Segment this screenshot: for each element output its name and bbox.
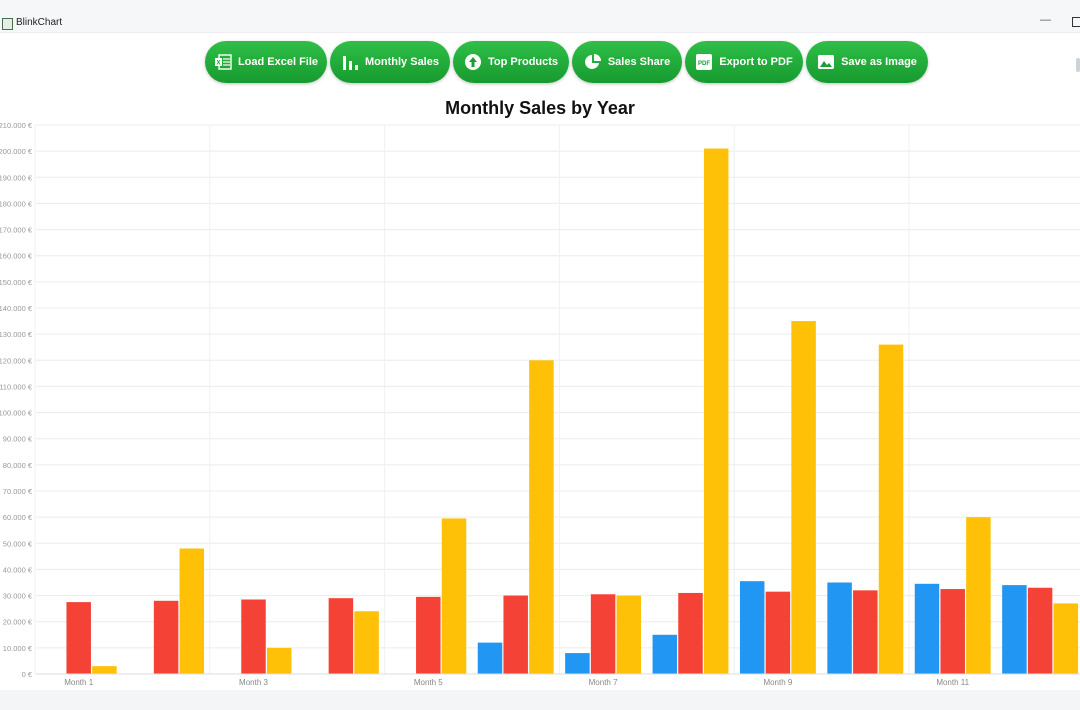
export-pdf-button[interactable]: PDF Export to PDF bbox=[685, 41, 803, 83]
scrollbar-handle[interactable] bbox=[1076, 58, 1080, 72]
bar bbox=[1027, 587, 1053, 674]
bar bbox=[92, 666, 117, 674]
x-tick-label: Month 7 bbox=[589, 678, 618, 687]
monthly-sales-button[interactable]: Monthly Sales bbox=[330, 41, 450, 83]
y-tick-label: 150.000 € bbox=[0, 278, 33, 287]
bar bbox=[153, 600, 179, 674]
bar bbox=[652, 634, 678, 674]
top-products-button[interactable]: Top Products bbox=[453, 41, 569, 83]
export-pdf-label: Export to PDF bbox=[719, 56, 793, 68]
y-tick-label: 160.000 € bbox=[0, 252, 33, 261]
bar bbox=[477, 642, 503, 674]
bar bbox=[765, 591, 791, 674]
x-tick-label: Month 9 bbox=[763, 678, 792, 687]
y-tick-label: 0 € bbox=[22, 670, 33, 679]
footer-strip bbox=[0, 690, 1080, 710]
sales-share-label: Sales Share bbox=[607, 56, 671, 68]
excel-icon: X bbox=[214, 53, 232, 71]
bar bbox=[179, 548, 205, 674]
load-excel-button[interactable]: X Load Excel File bbox=[205, 41, 327, 83]
restore-icon[interactable] bbox=[1072, 17, 1080, 27]
app-icon bbox=[2, 18, 13, 30]
arrow-up-circle-icon bbox=[464, 53, 482, 71]
minimize-icon[interactable]: — bbox=[1040, 14, 1051, 26]
x-tick-label: Month 1 bbox=[64, 678, 93, 687]
bar bbox=[739, 581, 765, 674]
bar bbox=[616, 595, 642, 674]
x-tick-label: Month 3 bbox=[239, 678, 268, 687]
y-tick-label: 200.000 € bbox=[0, 147, 33, 156]
toolbar: X Load Excel File Monthly Sales Top Prod… bbox=[0, 41, 1080, 83]
chart-title: Monthly Sales by Year bbox=[445, 98, 635, 118]
svg-text:PDF: PDF bbox=[698, 61, 710, 67]
y-tick-label: 10.000 € bbox=[3, 644, 33, 653]
y-tick-label: 50.000 € bbox=[3, 539, 33, 548]
y-tick-label: 20.000 € bbox=[3, 618, 33, 627]
bar bbox=[827, 582, 852, 674]
bar bbox=[853, 590, 878, 674]
bar bbox=[590, 594, 616, 674]
y-tick-label: 40.000 € bbox=[3, 565, 33, 574]
bar bbox=[503, 595, 528, 674]
bar bbox=[678, 592, 703, 674]
bar bbox=[1053, 603, 1079, 674]
svg-text:X: X bbox=[216, 61, 220, 67]
bar bbox=[66, 602, 91, 674]
bar bbox=[966, 517, 991, 674]
y-tick-label: 80.000 € bbox=[3, 461, 33, 470]
y-tick-label: 140.000 € bbox=[0, 304, 33, 313]
load-excel-label: Load Excel File bbox=[237, 56, 319, 68]
pie-chart-icon bbox=[584, 53, 602, 71]
y-tick-label: 60.000 € bbox=[3, 513, 33, 522]
title-bar: BlinkChart — bbox=[0, 0, 1080, 33]
pdf-icon: PDF bbox=[695, 53, 713, 71]
bar bbox=[529, 360, 554, 674]
sales-share-button[interactable]: Sales Share bbox=[572, 41, 682, 83]
y-tick-label: 90.000 € bbox=[3, 435, 33, 444]
bar bbox=[878, 344, 904, 674]
bar bbox=[266, 647, 292, 674]
bar bbox=[565, 653, 590, 674]
y-tick-label: 100.000 € bbox=[0, 409, 33, 418]
bar bbox=[703, 148, 729, 674]
y-tick-label: 190.000 € bbox=[0, 173, 33, 182]
monthly-sales-label: Monthly Sales bbox=[365, 56, 439, 68]
bar-chart-icon bbox=[341, 53, 359, 71]
bar bbox=[241, 599, 266, 674]
save-image-label: Save as Image bbox=[841, 56, 917, 68]
bar bbox=[441, 518, 467, 674]
y-tick-label: 120.000 € bbox=[0, 356, 33, 365]
bar bbox=[354, 611, 379, 674]
y-tick-label: 70.000 € bbox=[3, 487, 33, 496]
x-tick-label: Month 5 bbox=[414, 678, 443, 687]
bar bbox=[1002, 585, 1027, 674]
window-title: BlinkChart bbox=[16, 17, 63, 28]
top-products-label: Top Products bbox=[487, 56, 559, 68]
y-tick-label: 180.000 € bbox=[0, 199, 33, 208]
bar bbox=[914, 583, 940, 674]
image-icon bbox=[817, 53, 835, 71]
bar bbox=[940, 589, 965, 674]
y-tick-label: 110.000 € bbox=[0, 382, 33, 391]
bar bbox=[791, 321, 816, 674]
x-tick-label: Month 11 bbox=[936, 678, 969, 687]
bar bbox=[416, 596, 441, 674]
y-tick-label: 210.000 € bbox=[0, 121, 33, 130]
bar bbox=[328, 598, 354, 674]
y-tick-label: 170.000 € bbox=[0, 226, 33, 235]
y-tick-label: 30.000 € bbox=[3, 592, 33, 601]
save-image-button[interactable]: Save as Image bbox=[806, 41, 928, 83]
y-tick-label: 130.000 € bbox=[0, 330, 33, 339]
